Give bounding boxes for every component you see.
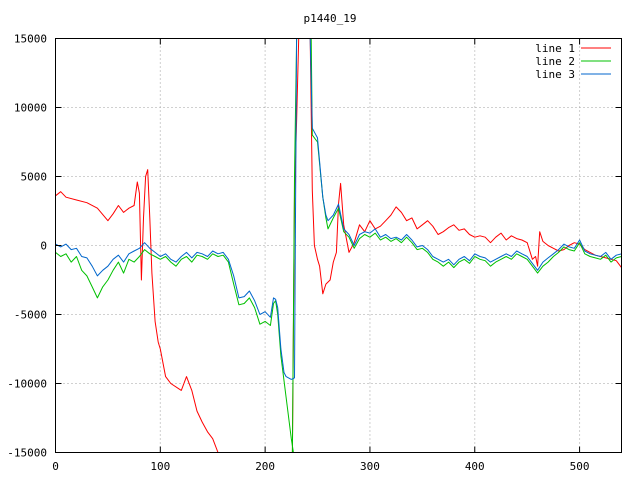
chart-title: p1440_19 <box>304 12 357 25</box>
y-tick-label: 15000 <box>14 33 47 46</box>
ticks: 0 100 200 300 400 500 -15000 -10000 -5000 0 5000 10… <box>7 33 622 473</box>
series-line-line-3 <box>294 38 298 379</box>
x-tick-label: 200 <box>255 460 275 473</box>
series-line-line-3 <box>309 38 622 271</box>
plot-lines <box>55 38 622 453</box>
x-tick-label: 100 <box>150 460 170 473</box>
x-tick-label: 300 <box>360 460 380 473</box>
y-tick-label: -15000 <box>7 447 47 460</box>
x-tick-label: 500 <box>570 460 590 473</box>
series-line-line-2 <box>310 38 622 274</box>
y-tick-label: -5000 <box>14 309 47 322</box>
y-tick-label: 5000 <box>21 171 48 184</box>
legend-label: line 3 <box>535 68 575 81</box>
series-line-line-3 <box>55 242 295 380</box>
y-tick-label: 0 <box>40 240 47 253</box>
y-tick-label: 10000 <box>14 102 47 115</box>
series-line-line-1 <box>309 38 622 295</box>
y-tick-label: -10000 <box>7 378 47 391</box>
series-line-line-2 <box>55 249 294 453</box>
series-line-line-1 <box>55 169 219 453</box>
x-tick-label: 0 <box>52 460 59 473</box>
legend-label: line 1 <box>535 42 575 55</box>
legend-label: line 2 <box>535 55 575 68</box>
grid <box>55 38 622 453</box>
x-tick-label: 400 <box>465 460 485 473</box>
